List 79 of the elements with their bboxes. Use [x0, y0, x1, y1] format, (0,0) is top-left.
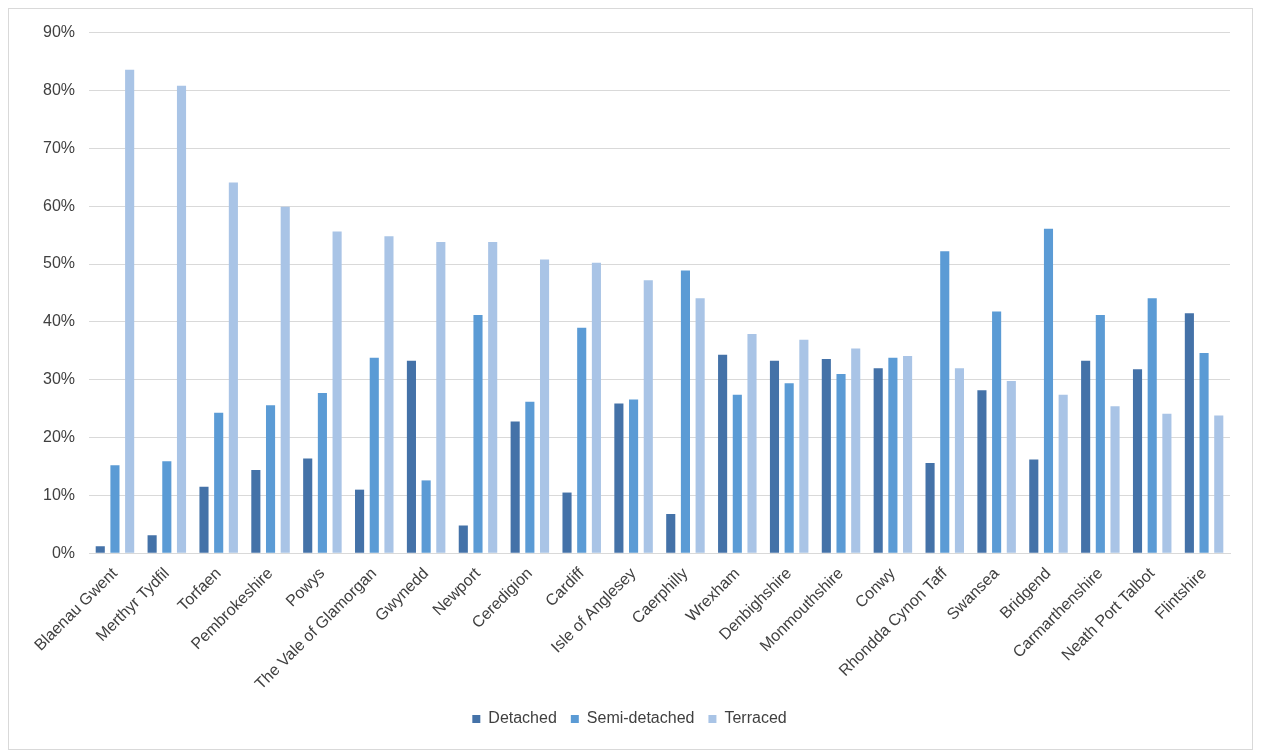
y-tick-label: 30% [42, 370, 76, 388]
bar [303, 458, 313, 553]
bar [925, 463, 935, 553]
bar [280, 206, 290, 553]
bar [903, 356, 913, 553]
bar [954, 368, 965, 553]
bar [110, 465, 120, 553]
bar [732, 394, 742, 553]
bar [1184, 313, 1194, 553]
bar [265, 405, 276, 553]
bar [851, 348, 861, 553]
bar [1110, 406, 1120, 553]
bar [525, 401, 535, 553]
bar [1132, 369, 1143, 553]
bar [251, 469, 261, 553]
bar [473, 314, 483, 553]
bar [992, 311, 1002, 553]
bar [747, 334, 757, 553]
bar [629, 399, 639, 553]
bar [95, 546, 105, 553]
bar [436, 242, 446, 553]
bar [355, 489, 365, 553]
bar [1147, 298, 1157, 553]
bar [228, 182, 238, 553]
bar [562, 492, 572, 553]
bar [369, 357, 379, 553]
bar [680, 270, 690, 553]
bar [666, 513, 676, 553]
bar [384, 236, 394, 553]
bar [784, 383, 794, 553]
bar [1058, 394, 1068, 553]
bar [1162, 413, 1172, 553]
legend-label: Detached [488, 709, 557, 727]
bar [421, 480, 431, 553]
bar [162, 461, 172, 553]
bar [458, 525, 468, 553]
bar [873, 368, 883, 553]
bar [591, 262, 601, 553]
bar [940, 251, 950, 553]
bar [1214, 415, 1224, 553]
bar [1095, 314, 1105, 553]
bar [317, 393, 327, 553]
bar [332, 231, 342, 553]
y-tick-label: 60% [42, 196, 76, 214]
bar [836, 373, 846, 553]
y-tick-label: 70% [42, 138, 76, 156]
y-tick-label: 10% [42, 485, 76, 503]
y-tick-label: 0% [51, 543, 76, 561]
y-tick-label: 40% [42, 312, 76, 330]
bar [1029, 459, 1039, 553]
bar [821, 358, 831, 553]
y-tick-label: 20% [42, 427, 76, 445]
bar [199, 486, 209, 553]
bar [1043, 228, 1054, 553]
bar [488, 242, 498, 553]
bar [577, 327, 587, 553]
bar [1081, 360, 1091, 553]
bar [406, 360, 416, 553]
legend-label: Terraced [724, 709, 787, 727]
bar [510, 421, 520, 553]
bar [1006, 380, 1016, 553]
bar [799, 339, 809, 553]
bar [176, 85, 187, 553]
bar [125, 69, 135, 553]
bar [695, 298, 705, 553]
bar [769, 360, 780, 553]
bar [214, 412, 224, 553]
bar [888, 357, 898, 553]
y-tick-label: 50% [42, 254, 76, 272]
bar [539, 259, 550, 553]
y-tick-label: 80% [42, 80, 76, 98]
legend-label: Semi-detached [586, 709, 695, 727]
bar [977, 390, 987, 553]
bar [147, 535, 157, 553]
bar [643, 280, 653, 553]
bar [718, 354, 728, 553]
y-tick-label: 90% [42, 23, 76, 41]
bar [614, 403, 624, 553]
bar [1199, 353, 1209, 553]
